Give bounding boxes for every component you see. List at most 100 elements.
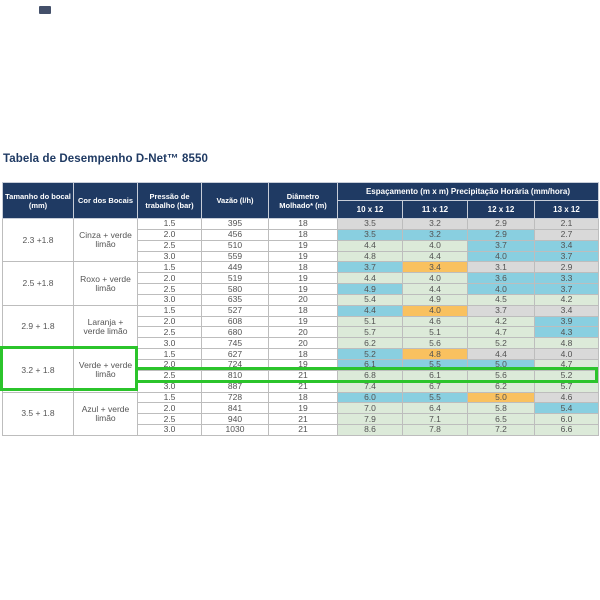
flow-cell: 635 (201, 293, 269, 306)
rate-cell: 3.3 (534, 272, 599, 285)
rate-cell: 3.7 (467, 239, 535, 252)
diameter-cell: 21 (268, 369, 338, 382)
pressure-cell: 2.0 (137, 358, 202, 371)
table-row: 2.0 456 18 3.5 3.2 2.9 2.7 (3, 228, 599, 241)
rate-cell: 4.6 (402, 315, 468, 328)
rate-cell: 3.7 (467, 304, 535, 317)
rate-cell: 4.4 (402, 250, 468, 263)
diameter-cell: 19 (268, 402, 338, 415)
pressure-cell: 1.5 (137, 391, 202, 404)
pressure-cell: 1.5 (137, 304, 202, 317)
rate-cell: 4.0 (402, 272, 468, 285)
rate-cell: 4.4 (402, 283, 468, 295)
table-body: 2.3 +1.8 Cinza + verde limão 1.5 395 18 3.5 3.… (2, 217, 599, 436)
rate-cell: 3.2 (402, 218, 468, 230)
rate-cell: 3.4 (534, 239, 599, 252)
diameter-cell: 21 (268, 380, 338, 393)
rate-cell: 7.9 (337, 413, 403, 426)
pressure-cell: 3.0 (137, 337, 202, 350)
nozzle-size-cell: 2.3 +1.8 (2, 217, 74, 263)
rate-cell: 3.1 (467, 261, 535, 274)
rate-cell: 4.9 (402, 293, 468, 306)
pressure-cell: 3.0 (137, 250, 202, 263)
flow-cell: 728 (201, 391, 269, 404)
rate-cell: 6.1 (402, 369, 468, 382)
pressure-cell: 2.5 (137, 326, 202, 339)
rate-cell: 7.0 (337, 402, 403, 415)
rate-cell: 3.5 (337, 218, 403, 230)
diameter-cell: 21 (268, 424, 338, 436)
performance-table-wrapper: Tamanho do bocal (mm) Cor dos Bocais Pre… (2, 182, 599, 436)
rate-cell: 4.4 (337, 304, 403, 317)
diameter-cell: 21 (268, 413, 338, 426)
rate-cell: 5.1 (337, 315, 403, 328)
header-nozzle-color: Cor dos Bocais (73, 182, 138, 219)
rate-cell: 5.4 (337, 293, 403, 306)
diameter-cell: 20 (268, 326, 338, 339)
diameter-cell: 18 (268, 218, 338, 230)
header-spacing-12x12: 12 x 12 (467, 200, 535, 219)
rate-cell: 4.6 (534, 391, 599, 404)
diameter-cell: 20 (268, 337, 338, 350)
flow-cell: 395 (201, 218, 269, 230)
diameter-cell: 20 (268, 293, 338, 306)
table-row: 2.5 +1.8 Roxo + verde limão 1.5 449 18 3.7 3.4… (2, 261, 599, 306)
rate-cell: 5.6 (402, 337, 468, 350)
table-row: 3.0 887 21 7.4 6.7 6.2 5.7 (3, 380, 599, 393)
table-row: 3.0 1030 21 8.6 7.8 7.2 6.6 (3, 424, 599, 436)
table-row: 3.0 635 20 5.4 4.9 4.5 4.2 (3, 293, 599, 306)
diameter-cell: 18 (268, 391, 338, 404)
table-header: Tamanho do bocal (mm) Cor dos Bocais Pre… (2, 182, 599, 219)
rate-cell: 5.6 (467, 369, 535, 382)
pressure-cell: 2.0 (137, 402, 202, 415)
rate-cell: 2.7 (534, 228, 599, 241)
rate-cell: 3.7 (337, 261, 403, 274)
flow-cell: 745 (201, 337, 269, 350)
header-spacing-group: Espaçamento (m x m) Precipitação Horária… (337, 182, 599, 201)
flow-cell: 559 (201, 250, 269, 263)
stray-mark (39, 6, 51, 14)
performance-table: Tamanho do bocal (mm) Cor dos Bocais Pre… (2, 182, 599, 436)
rate-cell: 3.4 (534, 304, 599, 317)
flow-cell: 680 (201, 326, 269, 339)
rate-cell: 7.8 (402, 424, 468, 436)
rate-cell: 4.7 (534, 358, 599, 371)
table-row: 2.3 +1.8 Cinza + verde limão 1.5 395 18 3.5 3.… (2, 217, 599, 263)
nozzle-size-cell: 2.9 + 1.8 (2, 304, 74, 350)
header-flow: Vazão (l/h) (201, 182, 269, 219)
table-row: 2.5 810 21 6.8 6.1 5.6 5.2 (3, 369, 599, 382)
rate-cell: 3.9 (534, 315, 599, 328)
table-row: 2.5 680 20 5.7 5.1 4.7 4.3 (3, 326, 599, 339)
diameter-cell: 18 (268, 304, 338, 317)
flow-cell: 510 (201, 239, 269, 252)
rate-cell: 2.9 (534, 261, 599, 274)
diameter-cell: 19 (268, 358, 338, 371)
diameter-cell: 18 (268, 261, 338, 274)
pressure-cell: 1.5 (137, 218, 202, 230)
rate-cell: 6.0 (337, 391, 403, 404)
rate-cell: 4.3 (534, 326, 599, 339)
pressure-cell: 3.0 (137, 424, 202, 436)
rate-cell: 5.5 (402, 358, 468, 371)
rate-cell: 7.1 (402, 413, 468, 426)
flow-cell: 724 (201, 358, 269, 371)
table-row: 2.9 + 1.8 Laranja + verde limão 1.5 527 18 4.… (2, 304, 599, 350)
pressure-cell: 3.0 (137, 380, 202, 393)
rate-cell: 4.8 (402, 348, 468, 360)
rate-cell: 4.0 (534, 348, 599, 360)
rate-cell: 3.7 (534, 250, 599, 263)
pressure-cell: 2.5 (137, 283, 202, 295)
header-spacing-13x12: 13 x 12 (534, 200, 599, 219)
rate-cell: 2.1 (534, 218, 599, 230)
nozzle-color-cell: Azul + verde limão (73, 391, 138, 436)
rate-cell: 6.0 (534, 413, 599, 426)
rate-cell: 5.8 (467, 402, 535, 415)
diameter-cell: 18 (268, 228, 338, 241)
rate-cell: 3.6 (467, 272, 535, 285)
table-row: 2.0 841 19 7.0 6.4 5.8 5.4 (3, 402, 599, 415)
flow-cell: 580 (201, 283, 269, 295)
flow-cell: 887 (201, 380, 269, 393)
diameter-cell: 19 (268, 315, 338, 328)
rate-cell: 3.4 (402, 261, 468, 274)
pressure-cell: 2.0 (137, 228, 202, 241)
